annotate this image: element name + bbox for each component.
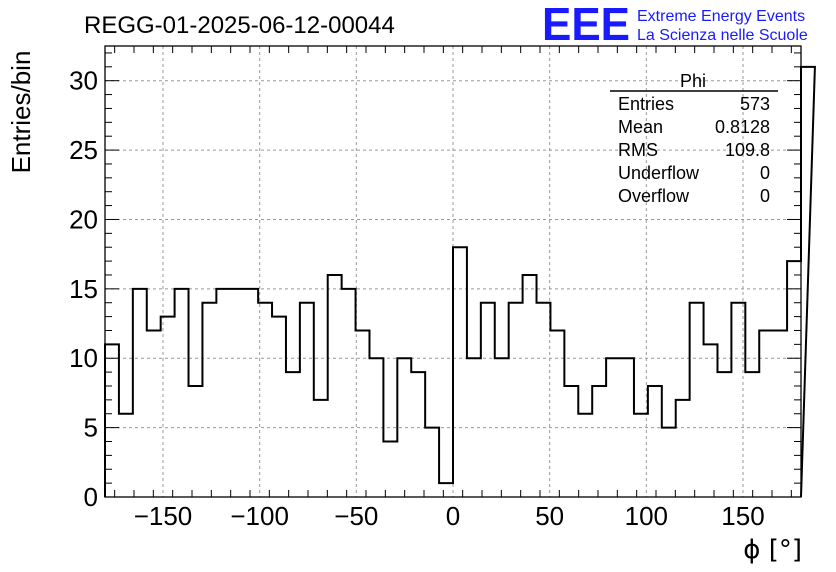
y-tick-labels: 0 5 10 15 20 25 30 — [69, 66, 98, 512]
axis-ticks — [105, 46, 801, 497]
y-tick-label: 25 — [69, 135, 98, 165]
eee-logo: EEE Extreme Energy Events La Scienza nel… — [542, 0, 808, 50]
y-axis-label: Entries/bin — [6, 51, 36, 174]
stats-value-overflow: 0 — [760, 186, 770, 206]
stats-label-mean: Mean — [618, 117, 663, 137]
x-tick-label: 50 — [535, 501, 564, 531]
stats-label-overflow: Overflow — [618, 186, 690, 206]
x-tick-labels: −150 −100 −50 0 50 100 150 — [134, 501, 765, 531]
x-tick-label: 100 — [625, 501, 668, 531]
x-tick-label: 150 — [721, 501, 764, 531]
stats-label-underflow: Underflow — [618, 163, 700, 183]
stats-label-rms: RMS — [618, 140, 658, 160]
eee-logo-mark: EEE — [542, 0, 630, 50]
y-tick-label: 30 — [69, 66, 98, 96]
stats-label-entries: Entries — [618, 94, 674, 114]
y-tick-label: 20 — [69, 204, 98, 234]
x-axis-label: ϕ [°] — [743, 535, 802, 565]
stats-value-entries: 573 — [740, 94, 770, 114]
logo-line-2: La Scienza nelle Scuole — [637, 27, 808, 44]
stats-box: Phi Entries 573 Mean 0.8128 RMS 109.8 Un… — [610, 71, 778, 206]
chart-title: REGG-01-2025-06-12-00044 — [84, 12, 395, 39]
logo-line-1: Extreme Energy Events — [637, 8, 805, 25]
stats-value-rms: 109.8 — [725, 140, 770, 160]
x-tick-label: −100 — [230, 501, 289, 531]
histogram-line — [104, 65, 816, 498]
y-tick-label: 10 — [69, 343, 98, 373]
y-tick-label: 5 — [84, 413, 98, 443]
y-tick-label: 0 — [84, 482, 98, 512]
stats-value-underflow: 0 — [760, 163, 770, 183]
plot-frame — [104, 45, 802, 498]
stats-value-mean: 0.8128 — [715, 117, 770, 137]
x-tick-label: −50 — [334, 501, 378, 531]
y-tick-label: 15 — [69, 274, 98, 304]
x-tick-label: 0 — [446, 501, 460, 531]
stats-title: Phi — [680, 71, 706, 91]
x-tick-label: −150 — [134, 501, 193, 531]
